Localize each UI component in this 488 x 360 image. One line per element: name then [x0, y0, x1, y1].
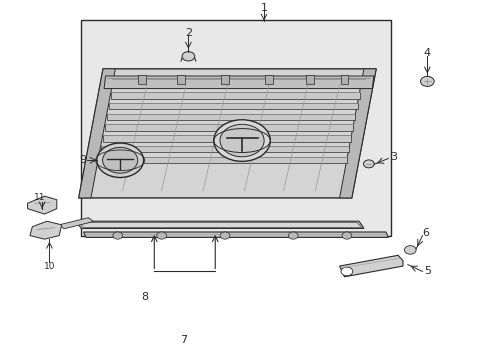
Text: 4: 4 [423, 48, 430, 58]
Polygon shape [101, 146, 349, 152]
Text: 9: 9 [79, 155, 86, 165]
Text: 10: 10 [43, 262, 55, 271]
Polygon shape [106, 114, 355, 120]
Polygon shape [102, 135, 351, 141]
Circle shape [420, 76, 433, 86]
Text: 7: 7 [180, 334, 187, 345]
Polygon shape [104, 76, 373, 89]
Text: 1: 1 [260, 3, 267, 13]
Polygon shape [339, 69, 375, 198]
Circle shape [182, 51, 194, 61]
Text: 5: 5 [423, 266, 430, 276]
Bar [306, 75, 314, 84]
Text: 3: 3 [389, 152, 396, 162]
Polygon shape [79, 69, 115, 198]
Bar [138, 75, 146, 84]
Circle shape [97, 143, 143, 177]
Circle shape [341, 232, 351, 239]
Text: 6: 6 [422, 228, 428, 238]
Circle shape [288, 232, 298, 239]
Circle shape [213, 120, 270, 161]
Polygon shape [27, 196, 57, 214]
Circle shape [157, 232, 166, 239]
Bar [221, 75, 228, 84]
Polygon shape [81, 21, 390, 235]
Bar [264, 75, 272, 84]
Circle shape [340, 267, 352, 276]
Text: 2: 2 [184, 28, 192, 38]
Polygon shape [30, 221, 61, 239]
Bar [340, 75, 347, 84]
Circle shape [102, 147, 138, 173]
Circle shape [220, 124, 264, 157]
Polygon shape [59, 218, 93, 229]
Polygon shape [83, 232, 387, 237]
Polygon shape [79, 222, 361, 227]
Polygon shape [79, 69, 375, 198]
Polygon shape [99, 157, 346, 163]
Circle shape [363, 160, 373, 168]
Polygon shape [111, 92, 359, 99]
Polygon shape [76, 221, 363, 228]
Bar [177, 75, 184, 84]
Polygon shape [109, 103, 357, 109]
Text: 8: 8 [141, 292, 148, 302]
Circle shape [113, 232, 122, 239]
Polygon shape [104, 125, 353, 131]
Circle shape [404, 246, 415, 254]
Circle shape [220, 232, 229, 239]
Polygon shape [339, 255, 402, 277]
Text: 11: 11 [34, 193, 45, 202]
